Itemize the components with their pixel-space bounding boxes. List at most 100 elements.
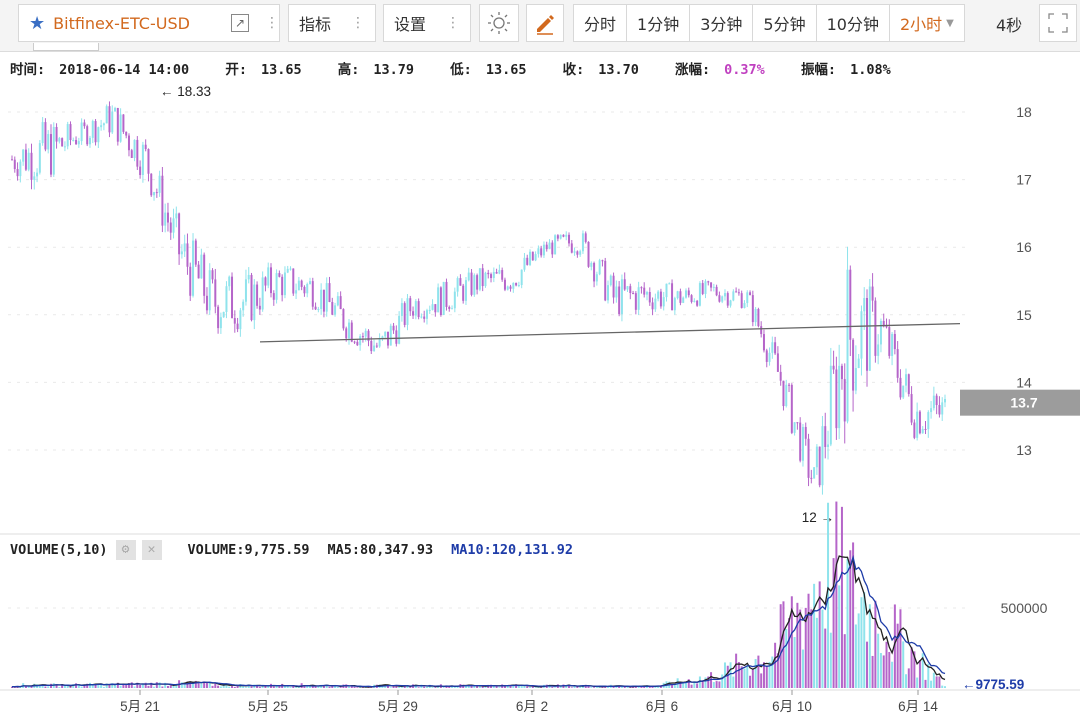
candle-body — [186, 243, 189, 267]
volume-bar — [829, 632, 832, 688]
candle-body — [907, 374, 910, 395]
volume-bar — [283, 685, 286, 688]
volume-bar — [857, 613, 860, 688]
volume-bar — [197, 683, 200, 688]
volume-bar — [158, 682, 161, 688]
candle-body — [492, 271, 495, 279]
candle-body — [581, 233, 584, 252]
candle-body — [654, 298, 657, 310]
candle-body — [921, 428, 924, 434]
volume-bar — [643, 686, 646, 688]
volume-bar — [108, 685, 111, 688]
candle-body — [314, 306, 317, 310]
candle-body — [420, 316, 423, 318]
volume-value: VOLUME:9,775.59 — [187, 542, 310, 558]
ma10-line — [11, 554, 946, 688]
candle-body — [169, 222, 172, 233]
volume-bar — [398, 686, 401, 688]
candle-body — [203, 254, 206, 296]
volume-bar — [155, 682, 158, 688]
candle-body — [127, 135, 130, 151]
more-dots-icon[interactable]: ⋮ — [265, 15, 279, 31]
candle-body — [367, 330, 370, 341]
interval-1min[interactable]: 1分钟 — [627, 4, 691, 42]
volume-bar — [595, 686, 598, 688]
volume-bar — [918, 659, 921, 688]
draw-tool-button[interactable] — [526, 4, 564, 42]
volume-bar — [673, 685, 676, 688]
settings-button[interactable]: 设置 ⋮ — [383, 4, 471, 42]
interval-2hour[interactable]: 2小时 ▼ — [889, 4, 965, 42]
volume-bar — [698, 676, 701, 688]
candle-body — [133, 139, 136, 158]
volume-bar — [244, 687, 247, 688]
volume-bar — [509, 685, 512, 688]
interval-3min[interactable]: 3分钟 — [690, 4, 754, 42]
candle-body — [593, 262, 596, 282]
candle-body — [821, 426, 824, 486]
candle-body — [710, 282, 713, 288]
volume-bar — [350, 685, 353, 688]
candle-body — [267, 267, 270, 286]
candle-body — [256, 284, 259, 306]
toolbar: ★ Bitfinex-ETC-USD ↗ ⋮ 指标 ⋮ 设置 ⋮ 分时 — [0, 0, 1080, 52]
candle-body — [16, 169, 19, 177]
interval-selector: 分时 1分钟 3分钟 5分钟 10分钟 2小时 ▼ — [573, 4, 965, 42]
candle-body — [696, 300, 699, 306]
volume-bar — [573, 686, 576, 688]
fullscreen-button[interactable] — [1039, 4, 1077, 42]
theme-toggle-button[interactable] — [479, 4, 519, 42]
candle-body — [788, 384, 791, 386]
volume-bar — [127, 683, 130, 688]
settings-dots-icon[interactable]: ⋮ — [446, 15, 460, 31]
candle-body — [459, 278, 462, 286]
volume-bar — [30, 686, 33, 688]
candle-body — [49, 134, 52, 175]
candle-body — [551, 242, 554, 255]
candle-body — [47, 134, 50, 150]
candle-body — [651, 302, 654, 310]
volume-bar — [885, 641, 888, 688]
volume-bar — [347, 686, 350, 688]
external-link-icon[interactable]: ↗ — [231, 14, 249, 32]
volume-bar — [437, 686, 440, 688]
volume-bar — [256, 685, 259, 688]
candle-body — [80, 122, 83, 142]
interval-5min[interactable]: 5分钟 — [753, 4, 817, 42]
x-tick-label: 5月 21 — [120, 699, 160, 714]
candle-body — [122, 114, 125, 132]
volume-bar — [749, 675, 752, 688]
volume-bar — [517, 686, 520, 688]
indicator-button[interactable]: 指标 ⋮ — [288, 4, 376, 42]
volume-bar — [250, 686, 253, 688]
volume-bar — [24, 686, 27, 688]
volume-bar — [941, 685, 944, 688]
star-icon[interactable]: ★ — [29, 12, 46, 34]
close-icon[interactable]: ✕ — [141, 540, 162, 560]
candle-body — [439, 287, 442, 315]
symbol-selector[interactable]: ★ Bitfinex-ETC-USD ↗ ⋮ — [18, 4, 280, 42]
volume-bar — [406, 685, 409, 688]
volume-bar — [534, 687, 537, 688]
candle-body — [175, 213, 178, 219]
volume-bar — [838, 585, 841, 688]
indicator-dots-icon[interactable]: ⋮ — [351, 15, 365, 31]
interval-10min[interactable]: 10分钟 — [816, 4, 890, 42]
candle-body — [275, 273, 278, 300]
candle-body — [431, 304, 434, 310]
volume-bar — [297, 687, 300, 688]
volume-bar — [846, 558, 849, 688]
volume-bar — [470, 686, 473, 688]
candle-body — [810, 477, 813, 479]
volume-bar — [141, 683, 144, 688]
volume-bar — [771, 656, 774, 688]
candle-body — [932, 395, 935, 409]
volume-bar — [815, 617, 818, 688]
interval-timeshare[interactable]: 分时 — [573, 4, 628, 42]
candle-body — [325, 283, 328, 312]
candle-body — [473, 275, 476, 295]
gear-icon[interactable]: ⚙ — [115, 540, 136, 560]
volume-bar — [871, 655, 874, 688]
volume-bar — [180, 682, 183, 688]
